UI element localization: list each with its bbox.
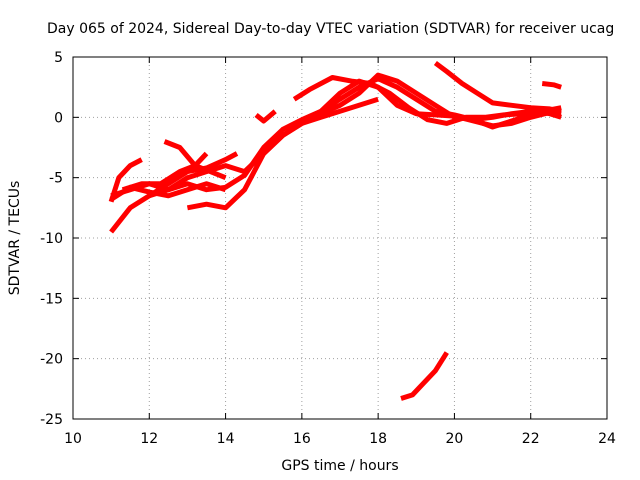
series-track-12 (433, 60, 562, 114)
series-track-11 (300, 72, 562, 126)
x-tick-label: 16 (293, 431, 311, 447)
y-tick-label: -10 (40, 231, 63, 247)
series-track-14 (400, 351, 449, 401)
y-tick-label: -15 (40, 291, 63, 307)
series-track-13 (541, 81, 562, 90)
x-tick-label: 18 (369, 431, 387, 447)
x-tick-label: 24 (598, 431, 616, 447)
series-track-4 (109, 151, 239, 234)
series-track-8 (186, 76, 562, 211)
x-axis-label: GPS time / hours (281, 458, 398, 474)
series-track-6 (163, 139, 227, 181)
data-series (108, 60, 562, 401)
y-axis-label: SDTVAR / TECUs (7, 181, 23, 296)
y-tick-label: -20 (40, 352, 63, 368)
y-tick-label: 0 (54, 110, 63, 126)
y-tick-label: -25 (40, 412, 63, 428)
x-tick-label: 10 (64, 431, 82, 447)
x-tick-label: 12 (140, 431, 158, 447)
series-track-5 (121, 151, 209, 193)
y-tick-label: 5 (54, 50, 63, 66)
x-tick-labels: 10 12 14 16 18 20 22 24 (64, 431, 616, 447)
chart-title: Day 065 of 2024, Sidereal Day-to-day VTE… (47, 21, 614, 37)
y-tick-labels: 5 0 -5 -10 -15 -20 -25 (40, 50, 63, 428)
axis-ticks (72, 56, 608, 420)
x-tick-label: 22 (522, 431, 540, 447)
series-track-1 (108, 157, 143, 203)
series-track-9 (254, 109, 277, 124)
y-tick-label: -5 (49, 171, 63, 187)
x-tick-label: 20 (446, 431, 464, 447)
x-tick-label: 14 (217, 431, 235, 447)
